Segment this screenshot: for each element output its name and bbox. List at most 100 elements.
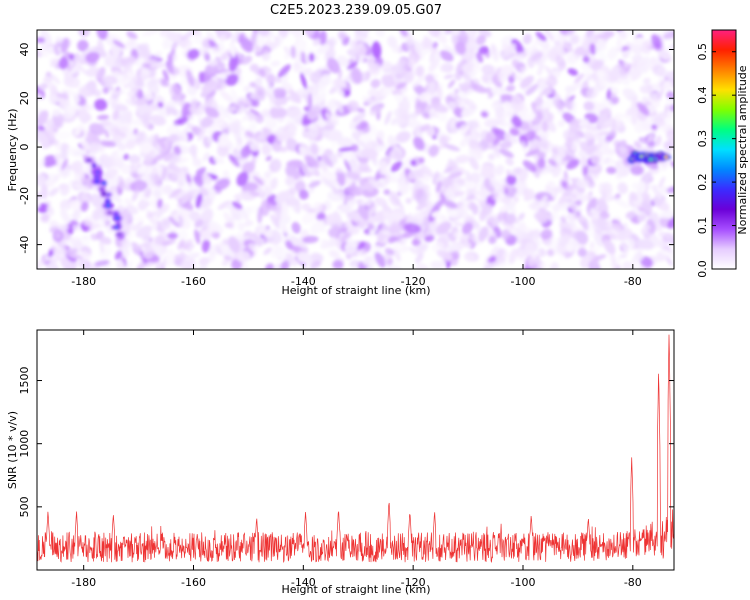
heatmap-cell	[346, 61, 359, 70]
heatmap-cell	[521, 140, 527, 153]
heatmap-cell	[343, 177, 353, 186]
heatmap-cell	[666, 91, 674, 99]
heatmap-cell	[278, 30, 289, 39]
heatmap-cell	[478, 226, 489, 242]
heatmap-cell	[106, 157, 116, 168]
heatmap-cell	[669, 103, 674, 112]
heatmap-cell	[519, 75, 534, 89]
heatmap-cell	[247, 243, 259, 252]
heatmap-cell	[551, 164, 562, 178]
heatmap-cell	[195, 167, 207, 176]
heatmap-cell	[239, 32, 245, 43]
heatmap-cell	[436, 213, 445, 224]
heatmap-cell	[52, 108, 61, 117]
heatmap-cell	[47, 93, 58, 106]
heatmap-cell	[122, 38, 135, 51]
heatmap-cell	[320, 239, 327, 244]
heatmap-cell	[90, 193, 104, 209]
heatmap-cell	[207, 252, 216, 263]
heatmap-cell	[464, 98, 477, 110]
heatmap-cell	[341, 151, 352, 162]
heatmap-cell	[137, 242, 153, 248]
heatmap-cell	[157, 101, 164, 108]
heatmap-cell	[133, 128, 139, 135]
heatmap-cell	[137, 43, 152, 59]
heatmap-cell	[168, 188, 182, 199]
heatmap-cell	[488, 153, 495, 161]
heatmap-cell	[67, 253, 84, 260]
heatmap-cell	[310, 260, 322, 269]
heatmap-cell	[241, 182, 259, 193]
heatmap-cell	[289, 236, 301, 246]
heatmap-cell	[326, 98, 337, 112]
heatmap-cell	[387, 235, 398, 243]
heatmap-cell	[308, 166, 316, 174]
heatmap-cell	[40, 211, 53, 223]
heatmap-cell	[384, 247, 395, 255]
heatmap-cell	[352, 40, 365, 55]
heatmap-cell	[150, 114, 167, 126]
heatmap-cell	[319, 30, 327, 46]
heatmap-cell	[412, 75, 426, 88]
heatmap-cell	[367, 223, 375, 230]
heatmap-cell	[114, 158, 125, 168]
heatmap-cell	[458, 124, 470, 134]
heatmap-cell	[194, 229, 201, 245]
heatmap-cell	[296, 251, 311, 264]
heatmap-cell	[182, 182, 199, 192]
heatmap-cell	[202, 174, 213, 185]
heatmap-cell	[424, 199, 433, 210]
heatmap-cell	[445, 189, 455, 204]
heatmap-cell	[657, 49, 666, 59]
heatmap-cell	[663, 140, 674, 151]
heatmap-cell	[656, 89, 664, 99]
heatmap-cell	[453, 191, 466, 196]
heatmap-cell	[488, 235, 497, 245]
heatmap-cell	[646, 219, 656, 235]
heatmap-cell	[47, 173, 58, 183]
heatmap-cell	[360, 197, 373, 207]
x-tick-label: -140	[291, 275, 316, 288]
heatmap-cell	[241, 96, 253, 107]
heatmap-cell	[543, 30, 555, 42]
heatmap-cell	[415, 188, 424, 200]
heatmap-cell	[480, 164, 496, 176]
heatmap-cell	[100, 236, 112, 245]
x-tick-label: -80	[624, 576, 642, 589]
heatmap-cell	[47, 127, 55, 137]
heatmap-cell	[668, 42, 674, 50]
heatmap-cell	[410, 159, 417, 167]
heatmap-cell	[629, 164, 644, 176]
heatmap-cell	[588, 164, 598, 170]
heatmap-cell	[81, 220, 94, 227]
heatmap-cell	[37, 257, 47, 269]
heatmap-cell	[102, 124, 113, 131]
heatmap-cell	[72, 92, 80, 104]
heatmap-cell	[507, 226, 517, 235]
heatmap-cell	[38, 83, 48, 91]
bottom-x-axis: -180 -160 -140 -120 -100 -80	[71, 330, 642, 589]
heatmap-cell	[355, 249, 368, 258]
heatmap-cell	[286, 197, 300, 207]
heatmap-cell	[552, 69, 561, 78]
heatmap-cell	[566, 159, 580, 170]
heatmap-cell	[279, 225, 287, 233]
heatmap-cell	[300, 72, 308, 90]
heatmap-cell	[60, 183, 70, 196]
heatmap-cell	[100, 140, 117, 148]
heatmap-cell	[132, 220, 144, 232]
heatmap-cell	[60, 38, 70, 54]
heatmap-cell	[131, 189, 139, 202]
spectrogram-blobs	[37, 30, 674, 269]
heatmap-cell	[506, 174, 517, 186]
heatmap-cell	[511, 74, 523, 82]
heatmap-cell	[253, 175, 264, 186]
heatmap-cell	[180, 191, 193, 205]
heatmap-cell	[376, 137, 385, 147]
heatmap-cell	[637, 214, 647, 222]
heatmap-cell	[162, 220, 170, 226]
heatmap-cell	[547, 212, 559, 221]
heatmap-cell	[144, 188, 152, 198]
heatmap-cell	[204, 63, 220, 76]
heatmap-cell	[223, 255, 233, 261]
